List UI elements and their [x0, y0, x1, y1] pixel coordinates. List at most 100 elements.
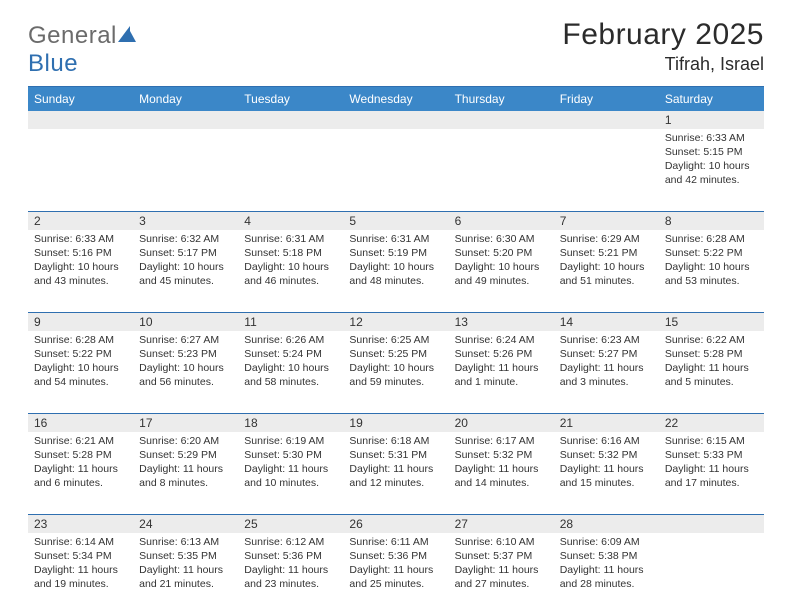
- day-number-cell: 20: [449, 414, 554, 432]
- day-number-cell: 9: [28, 313, 133, 331]
- day-info: Sunrise: 6:32 AMSunset: 5:17 PMDaylight:…: [139, 233, 232, 288]
- day-info-cell: Sunrise: 6:17 AMSunset: 5:32 PMDaylight:…: [449, 432, 554, 514]
- day-number: 17: [139, 416, 232, 430]
- title-block: February 2025 Tifrah, Israel: [562, 18, 764, 75]
- day-info: Sunrise: 6:17 AMSunset: 5:32 PMDaylight:…: [455, 435, 548, 490]
- day-number-cell: 7: [554, 212, 659, 230]
- day-number-cell: 25: [238, 515, 343, 533]
- day-number: 28: [560, 517, 653, 531]
- day-number-cell: 26: [343, 515, 448, 533]
- day-info-cell: [343, 129, 448, 211]
- day-number-cell: 12: [343, 313, 448, 331]
- day-info-cell: Sunrise: 6:13 AMSunset: 5:35 PMDaylight:…: [133, 533, 238, 615]
- brand-text-b: Blue: [28, 50, 78, 77]
- day-info-cell: [238, 129, 343, 211]
- day-number: 5: [349, 214, 442, 228]
- day-info-cell: Sunrise: 6:25 AMSunset: 5:25 PMDaylight:…: [343, 331, 448, 413]
- day-info-cell: Sunrise: 6:15 AMSunset: 5:33 PMDaylight:…: [659, 432, 764, 514]
- day-info: Sunrise: 6:21 AMSunset: 5:28 PMDaylight:…: [34, 435, 127, 490]
- day-number-cell: 4: [238, 212, 343, 230]
- week-daynum-row: 232425262728: [28, 515, 764, 533]
- calendar-weeks: 1 Sunrise: 6:33 AMSunset: 5:15 PMDaylight…: [28, 111, 764, 615]
- week-info-row: Sunrise: 6:33 AMSunset: 5:16 PMDaylight:…: [28, 230, 764, 313]
- day-info: Sunrise: 6:14 AMSunset: 5:34 PMDaylight:…: [34, 536, 127, 591]
- day-number: 11: [244, 315, 337, 329]
- day-number-cell: 21: [554, 414, 659, 432]
- day-number: 2: [34, 214, 127, 228]
- day-number: 26: [349, 517, 442, 531]
- day-info: Sunrise: 6:30 AMSunset: 5:20 PMDaylight:…: [455, 233, 548, 288]
- day-number-cell: 5: [343, 212, 448, 230]
- week-daynum-row: 9 10 11 12 13 14 15: [28, 313, 764, 331]
- day-info: Sunrise: 6:31 AMSunset: 5:18 PMDaylight:…: [244, 233, 337, 288]
- day-number: 16: [34, 416, 127, 430]
- day-number-cell: [659, 515, 764, 533]
- day-number-cell: 11: [238, 313, 343, 331]
- day-info: Sunrise: 6:27 AMSunset: 5:23 PMDaylight:…: [139, 334, 232, 389]
- header: General Blue February 2025 Tifrah, Israe…: [28, 18, 764, 78]
- calendar: SundayMondayTuesdayWednesdayThursdayFrid…: [28, 87, 764, 615]
- week-info-row: Sunrise: 6:21 AMSunset: 5:28 PMDaylight:…: [28, 432, 764, 515]
- day-info-cell: Sunrise: 6:30 AMSunset: 5:20 PMDaylight:…: [449, 230, 554, 312]
- week-info-row: Sunrise: 6:28 AMSunset: 5:22 PMDaylight:…: [28, 331, 764, 414]
- week-daynum-row: 16 17 18 19 20 21 22: [28, 414, 764, 432]
- day-info: Sunrise: 6:15 AMSunset: 5:33 PMDaylight:…: [665, 435, 758, 490]
- day-info-cell: Sunrise: 6:10 AMSunset: 5:37 PMDaylight:…: [449, 533, 554, 615]
- day-info-cell: Sunrise: 6:31 AMSunset: 5:18 PMDaylight:…: [238, 230, 343, 312]
- day-number-cell: 2: [28, 212, 133, 230]
- day-number-cell: 8: [659, 212, 764, 230]
- day-number: 21: [560, 416, 653, 430]
- day-info-cell: Sunrise: 6:22 AMSunset: 5:28 PMDaylight:…: [659, 331, 764, 413]
- day-info-cell: Sunrise: 6:27 AMSunset: 5:23 PMDaylight:…: [133, 331, 238, 413]
- weekday-header-row: SundayMondayTuesdayWednesdayThursdayFrid…: [28, 87, 764, 111]
- brand-text: General Blue: [28, 22, 137, 78]
- day-number: 15: [665, 315, 758, 329]
- day-number-cell: 27: [449, 515, 554, 533]
- day-number: 14: [560, 315, 653, 329]
- day-number-cell: 1: [659, 111, 764, 129]
- weekday-header: Sunday: [28, 87, 133, 111]
- day-number: 18: [244, 416, 337, 430]
- day-number: 13: [455, 315, 548, 329]
- week-info-row: Sunrise: 6:14 AMSunset: 5:34 PMDaylight:…: [28, 533, 764, 615]
- day-info: Sunrise: 6:19 AMSunset: 5:30 PMDaylight:…: [244, 435, 337, 490]
- weekday-header: Tuesday: [238, 87, 343, 111]
- day-number-cell: 19: [343, 414, 448, 432]
- day-number: 10: [139, 315, 232, 329]
- day-info-cell: Sunrise: 6:12 AMSunset: 5:36 PMDaylight:…: [238, 533, 343, 615]
- day-number-cell: [238, 111, 343, 129]
- day-info-cell: Sunrise: 6:19 AMSunset: 5:30 PMDaylight:…: [238, 432, 343, 514]
- day-number-cell: 22: [659, 414, 764, 432]
- weekday-header: Friday: [554, 87, 659, 111]
- day-info: Sunrise: 6:20 AMSunset: 5:29 PMDaylight:…: [139, 435, 232, 490]
- month-title: February 2025: [562, 18, 764, 52]
- week-info-row: Sunrise: 6:33 AMSunset: 5:15 PMDaylight:…: [28, 129, 764, 212]
- day-info-cell: Sunrise: 6:31 AMSunset: 5:19 PMDaylight:…: [343, 230, 448, 312]
- day-info-cell: Sunrise: 6:26 AMSunset: 5:24 PMDaylight:…: [238, 331, 343, 413]
- week-daynum-row: 1: [28, 111, 764, 129]
- day-number: 4: [244, 214, 337, 228]
- day-info-cell: Sunrise: 6:23 AMSunset: 5:27 PMDaylight:…: [554, 331, 659, 413]
- day-number-cell: 3: [133, 212, 238, 230]
- day-info: Sunrise: 6:33 AMSunset: 5:16 PMDaylight:…: [34, 233, 127, 288]
- day-info: Sunrise: 6:16 AMSunset: 5:32 PMDaylight:…: [560, 435, 653, 490]
- location: Tifrah, Israel: [562, 54, 764, 75]
- day-info-cell: Sunrise: 6:11 AMSunset: 5:36 PMDaylight:…: [343, 533, 448, 615]
- day-info: Sunrise: 6:29 AMSunset: 5:21 PMDaylight:…: [560, 233, 653, 288]
- day-number: 27: [455, 517, 548, 531]
- day-info-cell: [554, 129, 659, 211]
- day-info: Sunrise: 6:09 AMSunset: 5:38 PMDaylight:…: [560, 536, 653, 591]
- day-info-cell: Sunrise: 6:18 AMSunset: 5:31 PMDaylight:…: [343, 432, 448, 514]
- weekday-header: Wednesday: [343, 87, 448, 111]
- day-info: Sunrise: 6:33 AMSunset: 5:15 PMDaylight:…: [665, 132, 758, 187]
- week-daynum-row: 2345678: [28, 212, 764, 230]
- day-number: 12: [349, 315, 442, 329]
- day-info: Sunrise: 6:26 AMSunset: 5:24 PMDaylight:…: [244, 334, 337, 389]
- day-number-cell: 15: [659, 313, 764, 331]
- weekday-header: Thursday: [449, 87, 554, 111]
- day-number: 7: [560, 214, 653, 228]
- day-number: 19: [349, 416, 442, 430]
- day-info-cell: Sunrise: 6:32 AMSunset: 5:17 PMDaylight:…: [133, 230, 238, 312]
- day-number: 23: [34, 517, 127, 531]
- day-info-cell: [28, 129, 133, 211]
